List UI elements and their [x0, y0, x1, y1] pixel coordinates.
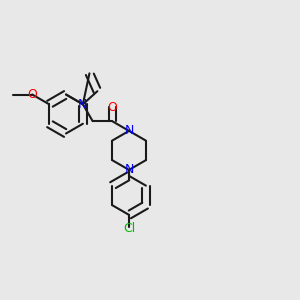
Text: N: N: [124, 124, 134, 137]
Text: N: N: [124, 164, 134, 176]
Text: O: O: [27, 88, 37, 101]
Text: O: O: [107, 101, 117, 114]
Text: Cl: Cl: [123, 222, 135, 235]
Text: N: N: [78, 98, 88, 111]
